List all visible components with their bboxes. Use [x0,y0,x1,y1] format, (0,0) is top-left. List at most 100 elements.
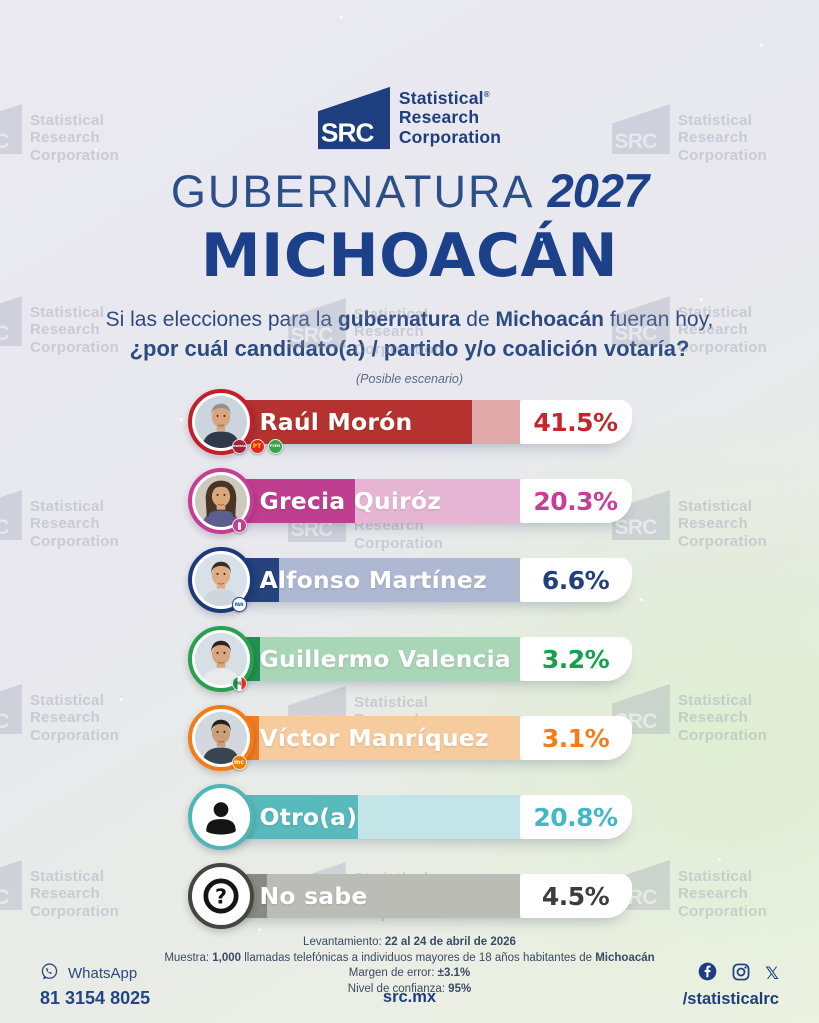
party-logos: morena PT PVEM [231,439,283,455]
whatsapp-icon [40,962,59,985]
poll-bar: Grecia Quiróz 20.3% [211,479,632,524]
poll-bar-track: Grecia Quiróz [211,479,520,524]
poll-bar-track: Víctor Manríquez [211,716,520,761]
sparkle-dot [95,148,98,151]
svg-text:SRC: SRC [0,516,9,539]
party-logo-pan: PAN [231,597,247,613]
candidate-photo [187,547,254,614]
poll-percentage-value: 41.5% [533,407,618,437]
poll-percentage-value: 4.5% [541,881,610,911]
brand-logo: SRC Statistical® Research Corporation [0,0,819,150]
poll-percentage-value: 20.8% [533,802,618,832]
candidate-name: Raúl Morón [259,408,413,437]
candidate-name: No sabe [259,882,368,911]
whatsapp-contact[interactable]: WhatsApp 81 3154 8025 [40,962,150,1009]
candidate-name: Grecia Quiróz [259,487,442,516]
poll-percentage-box: 4.5% [519,874,632,919]
sparkle-dot [120,698,123,701]
facebook-icon[interactable] [698,962,717,986]
other-person-icon [187,784,254,851]
instagram-icon[interactable] [732,963,750,986]
svg-text:?: ? [214,885,226,909]
methodology-line: Nivel de confianza: 95% [347,982,472,995]
poll-bar-fill [211,400,473,445]
title-row: GUBERNATURA 2027 [0,163,819,218]
poll-percentage-value: 6.6% [541,565,610,595]
poll-bar-row: Guillermo Valencia 3.2% PRI [187,626,632,693]
svg-text:SRC: SRC [321,117,375,147]
poll-bar-row: Alfonso Martínez 6.6% PAN [187,547,632,614]
question-mark-icon: ? [187,863,254,930]
party-logo-pt: PT [249,439,265,455]
poll-bar-track: Alfonso Martínez [211,558,520,603]
website-link[interactable]: src.mx [382,988,437,1006]
poll-bar-track: Guillermo Valencia [211,637,520,682]
sparkle-dot [540,238,543,241]
src-flag-icon: SRC [317,86,390,150]
poll-percentage-box: 20.8% [519,795,632,840]
title-year: 2027 [547,164,650,217]
sparkle-dot [340,16,343,19]
candidate-name: Alfonso Martínez [259,566,487,595]
poll-percentage-value: 20.3% [533,486,618,516]
poll-bar: Raúl Morón 41.5% [211,400,632,445]
poll-bar-row: Raúl Morón 41.5% morena PT PVEM [187,389,632,456]
candidate-name: Otro(a) [259,803,358,832]
methodology-line: Muestra: 1,000 llamadas telefónicas a in… [164,951,655,964]
poll-percentage-box: 3.2% [519,637,632,682]
party-logo-pri: PRI [231,676,247,692]
party-logo-morena: morena [231,439,247,455]
methodology-line: Levantamiento: 22 al 24 de abril de 2026 [303,936,516,949]
poll-question: Si las elecciones para la gubernatura de… [0,305,819,365]
poll-bar-track: No sabe [211,874,520,919]
methodology-line: Margen de error: ±3.1% [348,967,471,980]
party-logos [231,518,247,534]
svg-text:SRC: SRC [0,710,9,733]
brand-wordmark: Statistical® Research Corporation [398,88,501,148]
question-line2: ¿por cuál candidato(a) / partido y/o coa… [129,336,690,362]
poll-bar-row: Víctor Manríquez 3.1% mc [187,705,632,772]
title-kicker: GUBERNATURA [170,166,535,217]
poll-percentage-value: 3.1% [541,723,610,753]
poll-percentage-box: 3.1% [519,716,632,761]
poll-percentage-box: 6.6% [519,558,632,603]
poll-percentage-value: 3.2% [541,644,610,674]
poll-bar: Víctor Manríquez 3.1% [211,716,632,761]
sparkle-dot [640,598,643,601]
whatsapp-number: 81 3154 8025 [40,988,151,1008]
sparkle-dot [760,44,763,47]
social-handle: /statisticalrc [682,990,779,1008]
candidate-name: Víctor Manríquez [259,724,489,753]
methodology-notes: Levantamiento: 22 al 24 de abril de 2026… [0,935,819,997]
poll-bar-track: Raúl Morón [211,400,520,445]
party-logos: mc [231,755,247,771]
x-twitter-icon[interactable]: 𝕏 [765,964,779,984]
poll-bar-row: Otro(a) 20.8% [187,784,632,851]
poll-bar-track: Otro(a) [211,795,520,840]
party-logo-ind [231,518,247,534]
registered-mark: ® [483,89,490,99]
social-links: 𝕏 /statisticalrc [683,962,779,1009]
poll-bar: No sabe 4.5% [211,874,632,919]
sparkle-dot [258,928,261,931]
party-logo-mc: mc [231,755,247,771]
page-title-state: MICHOACÁN [200,221,619,291]
sparkle-dot [718,858,721,861]
scenario-note: (Posible escenario) [356,372,463,387]
party-logos: PRI [231,676,247,692]
poll-bar-row: No sabe 4.5% ? [187,863,632,930]
poll-bar: Guillermo Valencia 3.2% [211,637,632,682]
poll-percentage-box: 41.5% [519,400,632,445]
sparkle-dot [420,118,423,121]
brand-line2: Research [398,107,480,128]
question-line1: Si las elecciones para la gubernatura de… [105,308,714,331]
poll-bar: Alfonso Martínez 6.6% [211,558,632,603]
poll-percentage-box: 20.3% [519,479,632,524]
candidate-name: Guillermo Valencia [259,645,511,674]
poll-bar-row: Grecia Quiróz 20.3% [187,468,632,535]
